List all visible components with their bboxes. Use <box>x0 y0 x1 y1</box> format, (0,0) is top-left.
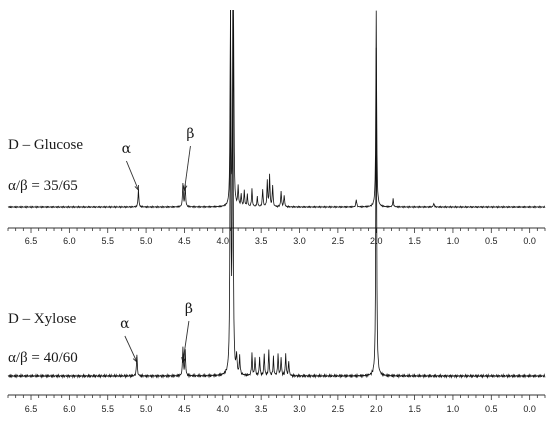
x-tick-label: 4.0 <box>217 404 230 414</box>
x-tick-label: 6.0 <box>63 236 76 246</box>
annotation-arrow <box>125 160 139 191</box>
x-tick-label: 4.5 <box>178 404 191 414</box>
compound-label: D – Glucose <box>8 137 83 153</box>
annotation-arrow <box>182 320 190 363</box>
annotation-arrow <box>124 335 138 363</box>
beta-annotation: β <box>186 126 194 142</box>
x-tick-label: 0.5 <box>485 236 498 246</box>
x-tick-label: 3.5 <box>255 236 268 246</box>
x-tick-label: 6.0 <box>63 404 76 414</box>
x-tick-label: 1.0 <box>447 236 460 246</box>
alpha-annotation: α <box>120 316 130 332</box>
x-axis: 6.5 6.0 5.5 5.0 4.5 4.0 3.5 3.0 2.5 2.0 1.5 1.0 0.5 0… <box>7 394 546 414</box>
peak-annotations: αβ <box>120 301 193 364</box>
x-tick-label: 5.5 <box>101 404 114 414</box>
x-tick-label: 1.5 <box>408 404 421 414</box>
x-tick-label: 3.5 <box>255 404 268 414</box>
x-tick-label: 1.5 <box>408 236 421 246</box>
x-tick-label: 0.5 <box>485 404 498 414</box>
beta-annotation: β <box>185 301 193 317</box>
x-tick-label: 5.5 <box>101 236 114 246</box>
x-tick-label: 5.0 <box>140 236 153 246</box>
x-tick-label: 0.0 <box>523 236 536 246</box>
x-tick-label: 2.5 <box>332 236 345 246</box>
x-tick-label: 3.0 <box>293 236 306 246</box>
glucose-spectrum-panel: D – Glucose α/β = 35/65 αβ 6.5 6.0 5.5 5.0 4… <box>7 9 546 246</box>
x-tick-label: 5.0 <box>140 404 153 414</box>
spectrum-line <box>7 9 546 209</box>
x-tick-label: 2.0 <box>370 236 383 246</box>
x-tick-label: 3.0 <box>293 404 306 414</box>
alpha-annotation: α <box>122 141 132 157</box>
annotation-arrow <box>183 145 191 191</box>
x-tick-label: 6.5 <box>25 236 38 246</box>
compound-label: D – Xylose <box>8 311 77 327</box>
x-tick-label: 1.0 <box>447 404 460 414</box>
x-tick-label: 6.5 <box>25 404 38 414</box>
x-tick-label: 4.5 <box>178 236 191 246</box>
spectrum-trace <box>7 9 546 379</box>
x-tick-label: 0.0 <box>523 404 536 414</box>
spectrum-line <box>7 9 546 379</box>
x-axis: 6.5 6.0 5.5 5.0 4.5 4.0 3.5 3.0 2.5 2.0 1.5 1.0 0.5 0… <box>7 227 546 246</box>
spectrum-trace <box>7 9 546 209</box>
ratio-label: α/β = 35/65 <box>8 178 78 194</box>
ratio-label: α/β = 40/60 <box>8 350 78 366</box>
peak-annotations: αβ <box>122 126 194 192</box>
x-tick-label: 4.0 <box>217 236 230 246</box>
x-tick-label: 2.0 <box>370 404 383 414</box>
xylose-spectrum-panel: D – Xylose α/β = 40/60 αβ 6.5 6.0 5.5 5.0 4.… <box>7 9 546 414</box>
annotation-arrowhead <box>182 185 188 192</box>
x-tick-label: 2.5 <box>332 404 345 414</box>
